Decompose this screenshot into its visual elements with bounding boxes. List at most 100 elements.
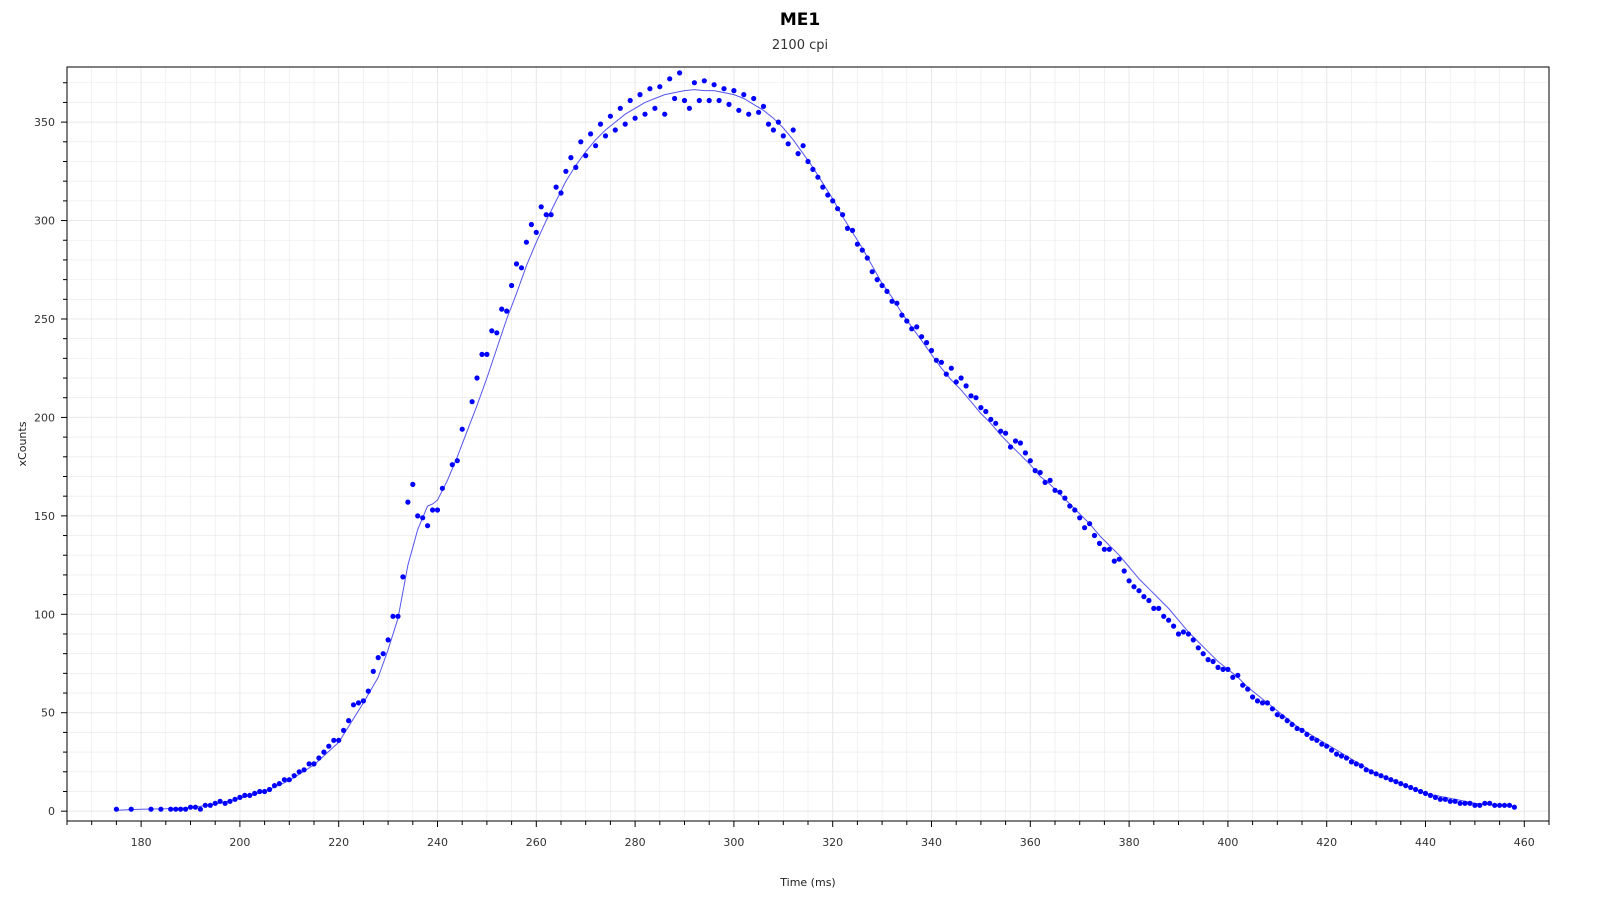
- x-tick-label: 200: [229, 836, 250, 849]
- data-point: [1166, 617, 1172, 623]
- data-point: [1314, 737, 1320, 743]
- data-point: [874, 277, 880, 283]
- data-point: [1403, 783, 1409, 789]
- data-point: [1413, 786, 1419, 793]
- data-point: [420, 515, 426, 521]
- data-point: [1437, 796, 1443, 802]
- data-point: [1042, 479, 1048, 485]
- data-point: [924, 340, 930, 346]
- data-point: [237, 794, 243, 801]
- data-point: [400, 574, 406, 580]
- data-point: [1012, 438, 1019, 444]
- data-point: [1432, 794, 1438, 801]
- data-point: [588, 131, 594, 137]
- data-point: [958, 375, 964, 381]
- data-point: [1254, 698, 1261, 704]
- data-point: [928, 347, 935, 354]
- data-point: [1378, 773, 1384, 779]
- data-point: [919, 334, 925, 340]
- data-point: [1452, 798, 1458, 804]
- chart-title: ME1: [779, 10, 821, 30]
- data-point: [1175, 631, 1182, 637]
- data-point: [553, 184, 559, 190]
- data-point: [963, 383, 969, 389]
- data-point: [183, 806, 189, 812]
- data-point: [973, 395, 979, 401]
- data-point: [899, 312, 905, 318]
- data-point: [1338, 753, 1345, 759]
- data-point: [1185, 631, 1191, 637]
- data-point: [1501, 802, 1508, 808]
- data-point: [232, 796, 238, 802]
- data-point: [341, 727, 347, 734]
- data-point: [538, 204, 544, 210]
- data-point: [686, 105, 693, 111]
- data-point: [938, 359, 945, 365]
- data-point: [1072, 507, 1078, 513]
- data-point: [504, 308, 510, 314]
- data-point: [1062, 495, 1068, 501]
- data-point: [849, 227, 856, 233]
- data-point: [721, 86, 727, 92]
- data-point: [879, 282, 885, 289]
- data-point: [751, 95, 757, 102]
- data-point: [168, 806, 174, 812]
- data-point: [637, 92, 643, 98]
- data-point: [1017, 440, 1024, 446]
- data-point: [1279, 714, 1285, 720]
- data-point: [1003, 430, 1009, 436]
- data-point: [1215, 664, 1221, 671]
- x-tick-label: 380: [1119, 836, 1140, 849]
- data-point: [296, 769, 302, 775]
- data-point: [701, 78, 707, 84]
- data-point: [1343, 755, 1350, 761]
- data-point: [484, 351, 490, 357]
- data-point: [765, 121, 772, 127]
- data-point: [672, 95, 678, 102]
- data-point: [1393, 779, 1399, 785]
- data-point: [286, 777, 292, 783]
- data-point: [820, 184, 826, 190]
- data-point: [558, 190, 564, 196]
- data-point: [1259, 700, 1266, 706]
- data-point: [854, 241, 861, 247]
- data-point: [1057, 489, 1063, 495]
- data-point: [835, 206, 841, 212]
- data-point: [469, 399, 475, 405]
- data-point: [568, 155, 574, 161]
- data-point: [1329, 747, 1335, 753]
- data-point: [1324, 743, 1330, 749]
- data-point: [706, 97, 712, 104]
- y-axis-label: xCounts: [16, 421, 29, 466]
- data-point: [1304, 731, 1310, 738]
- data-point: [1171, 623, 1177, 629]
- data-point: [933, 357, 940, 363]
- y-tick-label: 0: [48, 805, 55, 818]
- data-point: [1462, 800, 1468, 806]
- data-point: [825, 192, 831, 198]
- data-point: [731, 88, 737, 94]
- x-tick-label: 240: [427, 836, 448, 849]
- series-line: [116, 89, 1515, 811]
- data-point: [632, 115, 638, 121]
- data-point: [365, 688, 371, 694]
- data-point: [775, 119, 782, 125]
- data-point: [474, 375, 480, 381]
- data-point: [790, 127, 796, 133]
- data-point: [914, 324, 920, 330]
- data-point: [756, 109, 762, 115]
- data-point: [943, 371, 949, 377]
- data-point: [533, 229, 539, 235]
- data-point: [434, 507, 441, 513]
- data-point: [1477, 802, 1483, 808]
- data-point: [1032, 468, 1038, 474]
- data-point: [1235, 672, 1241, 678]
- x-tick-label: 300: [723, 836, 744, 849]
- data-point: [316, 755, 322, 761]
- data-point: [642, 111, 648, 117]
- data-point: [346, 718, 352, 724]
- data-point: [266, 786, 273, 793]
- axes: 180 200 220 240 260 280 300 320 340 360 380 400 420 4…: [34, 66, 1550, 849]
- data-point: [1482, 800, 1488, 806]
